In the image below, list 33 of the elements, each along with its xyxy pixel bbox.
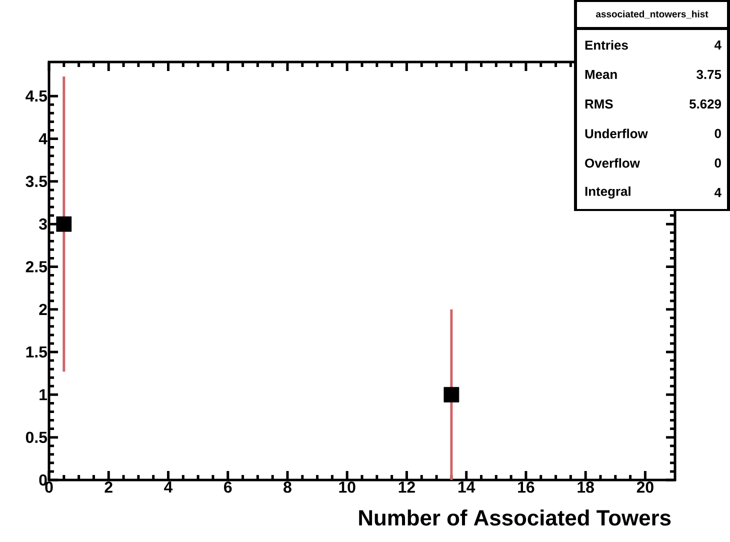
annotation: Overflow	[585, 158, 640, 168]
y-tick-label: 2	[39, 304, 47, 315]
annotation: RMS	[585, 99, 613, 109]
x-tick-label: 18	[578, 482, 594, 493]
text: Entries	[585, 40, 628, 50]
x-tick-label: 4	[164, 482, 173, 492]
y-tick-label: 3	[38, 218, 47, 230]
text: 3.75	[696, 70, 722, 80]
y-tick-label: 2.5	[26, 261, 48, 272]
x-tick-label: 6	[224, 482, 232, 493]
y-tick-label: 1.5	[26, 346, 48, 358]
annotation: Underflow	[585, 128, 648, 138]
y-tick-label: 4.5	[26, 90, 48, 102]
text: 5.629	[689, 99, 721, 109]
annotation: Mean	[585, 70, 617, 80]
annotation: Integral	[585, 186, 630, 199]
x-tick-label: 2	[104, 482, 112, 493]
text: 4	[714, 188, 722, 197]
x-axis-title: Number of Associated Towers	[359, 509, 671, 526]
x-tick-label: 14	[458, 482, 476, 492]
x-tick-label: 10	[339, 482, 356, 493]
text: 4	[714, 40, 722, 50]
y-tick-label: 0.5	[26, 432, 48, 443]
x-tick-label: 20	[636, 482, 654, 493]
text: associated_ntowers_hist	[596, 10, 708, 18]
text: 0	[714, 128, 721, 138]
x-tick-label: 8	[284, 482, 292, 493]
y-tick-label: 3.5	[26, 176, 48, 188]
x-tick-label: 12	[398, 482, 415, 493]
y-tick-label: 1	[40, 389, 48, 400]
text: 0	[714, 158, 721, 168]
x-tick-label: 16	[518, 482, 534, 493]
y-tick-label: 4	[38, 133, 48, 144]
